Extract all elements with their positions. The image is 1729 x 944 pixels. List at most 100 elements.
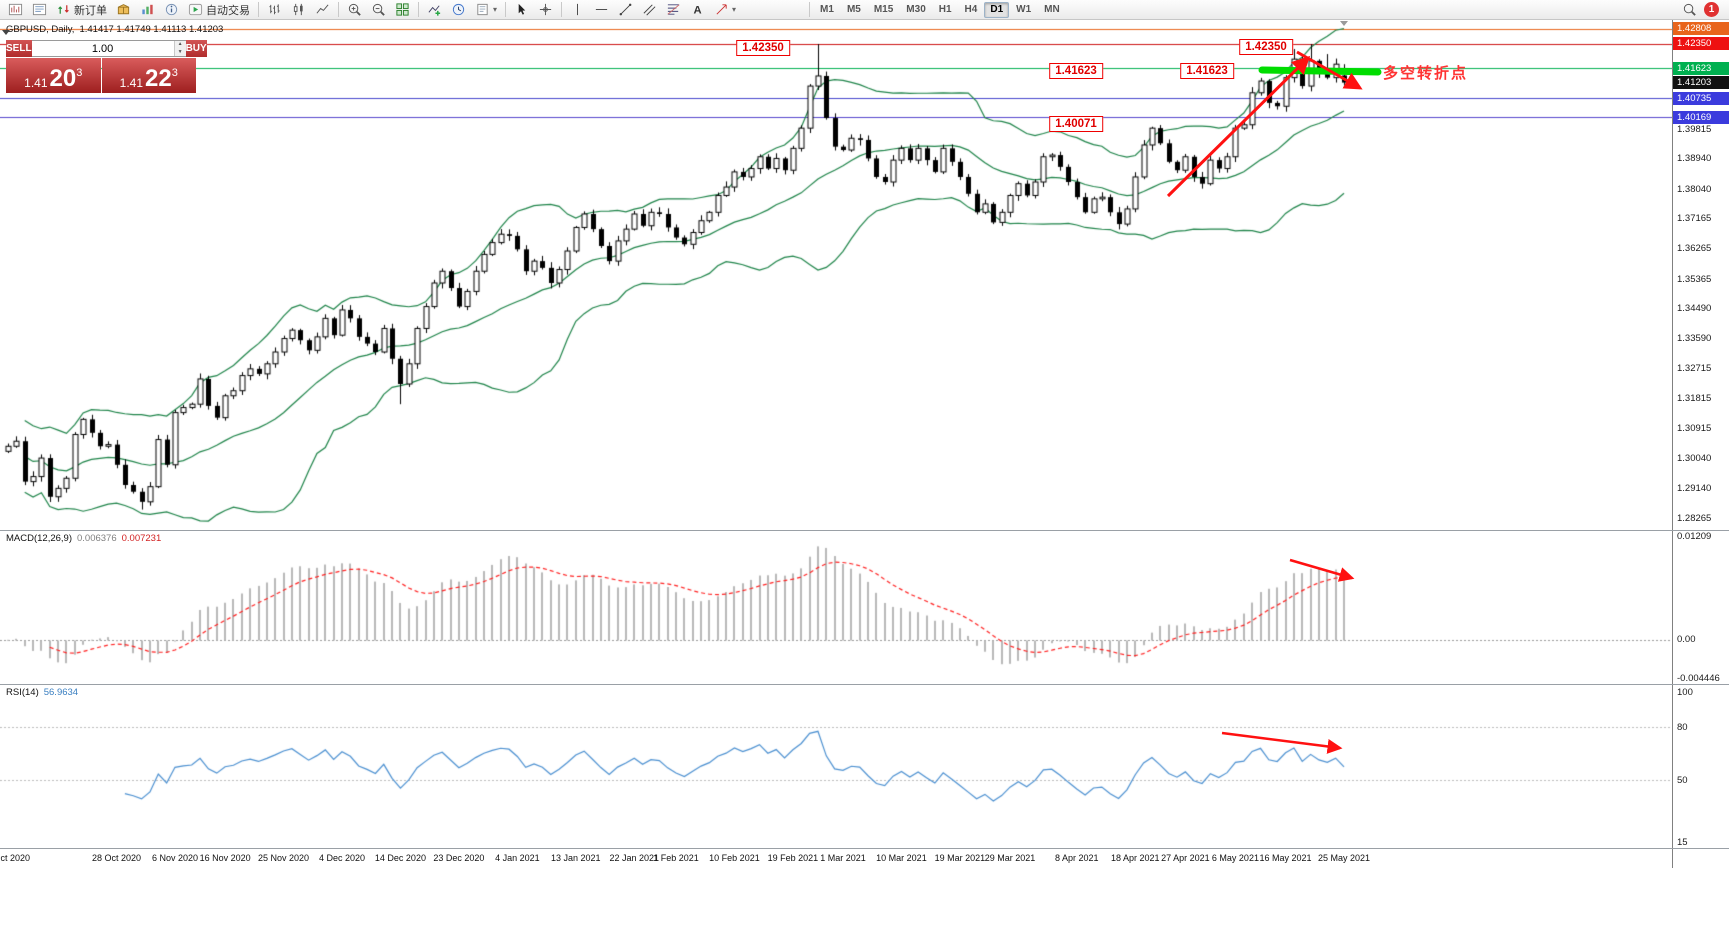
volume-down-button[interactable]: ▼ <box>174 48 186 56</box>
date-label: 14 Dec 2020 <box>374 853 426 863</box>
date-label: 1 Mar 2021 <box>820 853 866 863</box>
cursor-tool-button[interactable] <box>510 1 533 19</box>
date-label: 16 May 2021 <box>1259 853 1312 863</box>
price-axis[interactable]: 1.39815 1.38940 1.38040 1.37165 1.36265 1.353… <box>1672 20 1729 868</box>
date-label: 22 Jan 2021 <box>609 853 660 863</box>
new-order-button[interactable]: 新订单 <box>52 1 111 19</box>
price-axis-label: 1.38040 <box>1677 183 1712 195</box>
trendline-icon <box>619 3 632 16</box>
line-chart-type-button[interactable] <box>311 1 334 19</box>
pane-separator[interactable] <box>0 530 1729 531</box>
indicators-button[interactable] <box>423 1 446 19</box>
price-callout[interactable]: 1.40071 <box>1049 116 1103 132</box>
tile-windows-button[interactable] <box>391 1 414 19</box>
package-button[interactable] <box>112 1 135 19</box>
price-tag: 1.42350 <box>1673 37 1729 51</box>
sell-button[interactable]: 1.41 20 3 <box>6 58 101 93</box>
horizontal-line-tool-button[interactable] <box>590 1 613 19</box>
tab-timeframe-h4[interactable]: H4 <box>959 2 984 18</box>
chevron-down-icon: ▾ <box>493 4 498 14</box>
chart-shift-marker[interactable] <box>1340 21 1348 26</box>
indicators-icon <box>428 5 441 16</box>
date-label: 25 May 2021 <box>1317 853 1371 863</box>
templates-button[interactable]: ▾ <box>471 1 501 19</box>
date-label: 10 Feb 2021 <box>709 853 760 863</box>
price-axis-label: 1.34490 <box>1677 303 1712 315</box>
fibonacci-tool-button[interactable] <box>662 1 685 19</box>
zoom-in-icon <box>348 3 361 16</box>
date-label: 6 May 2021 <box>1211 853 1259 863</box>
info-button[interactable] <box>160 1 183 19</box>
fibonacci-icon <box>667 4 680 15</box>
buy-button[interactable]: 1.41 22 3 <box>101 58 196 93</box>
channel-icon <box>643 4 656 16</box>
tab-timeframe-m15[interactable]: M15 <box>868 2 899 18</box>
autotrade-label: 自动交易 <box>206 4 250 17</box>
volume-input[interactable] <box>31 41 174 56</box>
price-axis-label: 1.36265 <box>1677 243 1712 255</box>
volume-stepper: ▲ ▼ <box>173 41 186 56</box>
tab-timeframe-d1[interactable]: D1 <box>984 1 1010 18</box>
macd-axis-label: 0.01209 <box>1677 530 1712 542</box>
autotrade-button[interactable]: 自动交易 <box>184 1 254 19</box>
tab-timeframe-w1[interactable]: W1 <box>1010 2 1037 18</box>
toolbar-separator <box>258 2 259 17</box>
tab-timeframe-h1[interactable]: H1 <box>933 2 958 18</box>
buy-price-frac: 3 <box>171 67 178 79</box>
new-chart-button[interactable] <box>4 1 27 19</box>
crosshair-tool-button[interactable] <box>534 1 557 19</box>
market-overview-button[interactable] <box>136 1 159 19</box>
pane-separator[interactable] <box>0 684 1729 685</box>
price-callout[interactable]: 1.41623 <box>1049 63 1103 79</box>
arrows-tool-button[interactable]: ▾ <box>710 1 740 19</box>
cursor-icon <box>518 3 526 15</box>
svg-text:A: A <box>693 4 701 16</box>
sell-label: SELL <box>6 40 32 57</box>
macd-axis-label: 0.00 <box>1677 634 1696 646</box>
symbol-ohlc-values: 1.41417 1.41749 1.41113 1.41203 <box>79 24 224 35</box>
date-label: 4 Dec 2020 <box>318 853 366 863</box>
zoom-in-button[interactable] <box>343 1 366 19</box>
buy-label: BUY <box>185 40 207 57</box>
price-axis-label: 1.32715 <box>1677 362 1712 374</box>
tab-timeframe-m30[interactable]: M30 <box>900 2 931 18</box>
templates-icon <box>477 3 488 16</box>
price-callout[interactable]: 1.42350 <box>736 40 790 56</box>
notification-badge[interactable]: 1 <box>1704 2 1719 17</box>
price-callout[interactable]: 1.42350 <box>1239 39 1293 55</box>
tab-timeframe-mn[interactable]: MN <box>1038 2 1066 18</box>
tab-timeframe-m5[interactable]: M5 <box>841 2 867 18</box>
periods-button[interactable] <box>447 1 470 19</box>
arrows-icon <box>716 4 727 15</box>
date-label: 23 Dec 2020 <box>433 853 485 863</box>
vertical-line-tool-button[interactable] <box>566 1 589 19</box>
price-chart-canvas[interactable] <box>0 0 1672 868</box>
chevron-down-icon: ▾ <box>732 4 737 14</box>
price-axis-label: 1.35365 <box>1677 273 1712 285</box>
bar-chart-type-button[interactable] <box>263 1 286 19</box>
notification-count: 1 <box>1708 4 1715 15</box>
volume-up-button[interactable]: ▲ <box>174 41 186 49</box>
candlestick-type-button[interactable] <box>287 1 310 19</box>
date-label: 13 Jan 2021 <box>551 853 601 863</box>
trendline-tool-button[interactable] <box>614 1 637 19</box>
date-label: 25 Nov 2020 <box>258 853 310 863</box>
price-callout[interactable]: 1.41623 <box>1180 63 1234 79</box>
market-chart-icon <box>142 4 153 15</box>
date-label: 16 Nov 2020 <box>199 853 251 863</box>
zoom-out-button[interactable] <box>367 1 390 19</box>
horizontal-line-icon <box>595 9 608 10</box>
turning-point-label[interactable]: 多空转折点 <box>1383 65 1469 82</box>
bar-chart-icon <box>269 4 280 15</box>
macd-axis-label: -0.004446 <box>1677 672 1720 684</box>
price-axis-label: 1.33590 <box>1677 333 1712 345</box>
tab-timeframe-m1[interactable]: M1 <box>814 2 840 18</box>
trade-panel-toggle[interactable] <box>2 30 10 35</box>
search-button[interactable] <box>1678 1 1701 19</box>
date-label: 9 Oct 2020 <box>0 853 31 863</box>
channel-tool-button[interactable] <box>638 1 661 19</box>
pane-separator[interactable] <box>0 848 1729 849</box>
chart-profile-button[interactable] <box>28 1 51 19</box>
text-tool-button[interactable]: A <box>686 1 709 19</box>
